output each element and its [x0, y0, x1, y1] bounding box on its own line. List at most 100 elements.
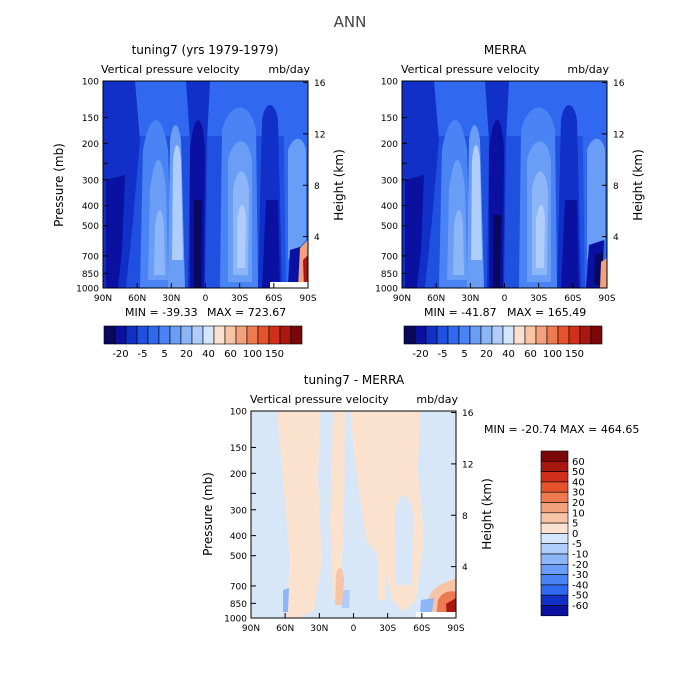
x-tick-label: 90N — [393, 294, 411, 304]
panel-obs-min: MIN = -41.87 — [424, 306, 497, 319]
height-tick-label: 8 — [613, 182, 619, 192]
field-antarctic-warm — [600, 258, 607, 288]
y-tick-label: 150 — [82, 114, 99, 124]
y-tick-label: 1000 — [76, 285, 99, 295]
panel-model-subtitle: Vertical pressure velocity — [101, 63, 240, 76]
x-tick-label: 60S — [564, 294, 581, 304]
colorbar-label: 5 — [572, 519, 578, 530]
colorbar-box — [540, 522, 569, 534]
colorbar-label: -60 — [572, 601, 588, 612]
colorbar-box — [224, 325, 237, 345]
x-tick-label: 90N — [242, 624, 260, 634]
panel-model-max: MAX = 723.67 — [207, 306, 286, 319]
panel-model-units: mb/day — [268, 63, 310, 76]
panel-model-colorbar: -20 -5 5 20 40 60 100 150 — [103, 325, 303, 360]
colorbar-box — [414, 325, 427, 345]
colorbar-box — [191, 325, 204, 345]
x-tick-label: 30N — [162, 294, 180, 304]
panel-diff-y2label: Height (km) — [480, 478, 494, 549]
y-tick-label: 400 — [381, 202, 398, 212]
y-tick-label: 1000 — [224, 615, 247, 625]
colorbar-box — [290, 325, 303, 345]
colorbar-box — [540, 574, 569, 586]
colorbar-label: 150 — [265, 349, 284, 360]
panel-model-field — [103, 81, 308, 288]
colorbar-label: -40 — [572, 580, 588, 591]
field-cool-spot-1 — [283, 588, 289, 612]
field-nh-core — [405, 175, 424, 288]
colorbar-label: 5 — [161, 349, 167, 360]
colorbar-box — [202, 325, 215, 345]
field-antarctic-light — [288, 138, 306, 260]
y-tick-label: 700 — [230, 582, 247, 592]
colorbar-label: -20 — [112, 349, 128, 360]
y-tick-label: 400 — [230, 532, 247, 542]
y-tick-label: 200 — [381, 140, 398, 150]
colorbar-box — [535, 325, 548, 345]
height-tick-label: 4 — [462, 563, 468, 573]
panel-diff-ylabel: Pressure (mb) — [201, 472, 215, 556]
panel-obs-title: MERRA — [484, 43, 527, 57]
colorbar-box — [436, 325, 449, 345]
panel-diff-minmax: MIN = -20.74 MAX = 464.65 — [484, 423, 639, 436]
panel-model-y-axis: 100 150 200 300 400 500 700 850 1000 — [76, 78, 108, 295]
height-tick-label: 12 — [314, 130, 325, 140]
colorbar-label: 30 — [572, 488, 585, 499]
y-tick-label: 300 — [381, 176, 398, 186]
colorbar-label: 60 — [524, 349, 537, 360]
height-tick-label: 16 — [613, 79, 625, 89]
colorbar-box — [540, 471, 569, 483]
colorbar-label: -20 — [412, 349, 428, 360]
colorbar-label: -10 — [572, 550, 588, 561]
height-tick-label: 12 — [613, 130, 624, 140]
colorbar-box — [491, 325, 504, 345]
colorbar-label: 5 — [461, 349, 467, 360]
colorbar-box — [540, 481, 569, 493]
field-cool-polar — [420, 411, 456, 600]
y-tick-label: 100 — [230, 408, 247, 418]
y-tick-label: 200 — [82, 140, 99, 150]
colorbar-box — [546, 325, 559, 345]
colorbar-label: -5 — [438, 349, 448, 360]
field-nh-subsidence-inner — [453, 210, 464, 275]
x-tick-label: 0 — [351, 624, 357, 634]
field-cool-spot-2 — [342, 590, 350, 608]
colorbar-box — [235, 325, 248, 345]
panel-model-y2label: Height (km) — [332, 149, 346, 220]
y-tick-label: 850 — [381, 270, 398, 280]
y-tick-label: 100 — [82, 78, 99, 88]
field-cool-pocket — [395, 495, 413, 585]
field-subtropic-core — [471, 145, 482, 260]
field-warm-nh — [277, 411, 322, 618]
colorbar-label: 20 — [572, 498, 585, 509]
field-itcz-deep — [194, 200, 202, 288]
colorbar-box — [103, 325, 116, 345]
panel-model-x-axis: 90N 60N 30N 0 30S 60S 90S — [94, 283, 317, 304]
field-warm-spot — [335, 568, 344, 605]
x-tick-label: 60S — [413, 624, 430, 634]
x-tick-label: 30S — [231, 294, 248, 304]
colorbar-box — [557, 325, 570, 345]
panel-obs-x-axis: 90N 60N 30N 0 30S 60S 90S — [393, 283, 616, 304]
height-tick-label: 8 — [462, 512, 468, 522]
field-sh-subsidence-light — [536, 205, 545, 268]
topography-mask — [416, 612, 456, 618]
field-polar-cool — [420, 598, 434, 614]
colorbar-label: 60 — [572, 457, 585, 468]
field-antarctic-light — [587, 138, 605, 260]
colorbar-box — [136, 325, 149, 345]
field-sh-storm-core — [262, 200, 280, 288]
colorbar-label: 150 — [565, 349, 584, 360]
x-tick-label: 0 — [203, 294, 209, 304]
panel-obs-height-axis: 16 12 8 4 — [602, 79, 625, 243]
colorbar-box — [540, 512, 569, 524]
panel-obs-colorbar: -20 -5 5 20 40 60 100 150 — [403, 325, 603, 360]
x-tick-label: 90N — [94, 294, 112, 304]
colorbar-box — [540, 491, 569, 503]
y-tick-label: 300 — [230, 506, 247, 516]
panel-obs-units: mb/day — [567, 63, 609, 76]
y-tick-label: 500 — [381, 222, 398, 232]
panel-obs-subtitle: Vertical pressure velocity — [401, 63, 540, 76]
y-tick-label: 500 — [230, 552, 247, 562]
